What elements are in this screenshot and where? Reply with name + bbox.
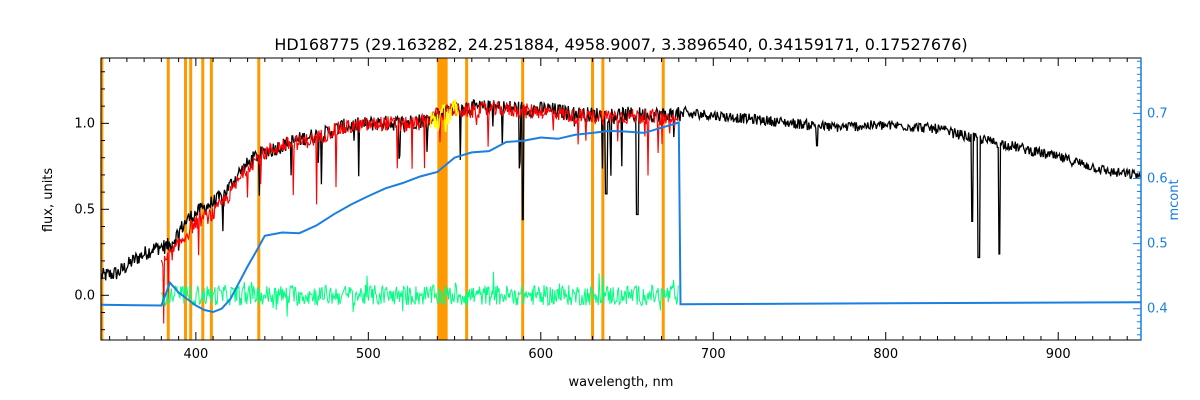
x-tick-label: 500 <box>356 347 381 362</box>
mcont-series <box>100 121 1142 314</box>
y2-axis: 0.4 0.5 0.6 0.7 <box>1133 60 1168 336</box>
y-axis-label: flux, units <box>41 168 56 233</box>
model-series <box>160 100 679 324</box>
y-tick-label: 0.0 <box>74 288 95 303</box>
x-tick-label: 600 <box>528 347 553 362</box>
y-tick-label: 0.5 <box>74 202 95 217</box>
x-tick-label: 900 <box>1046 347 1071 362</box>
masked-band <box>437 58 448 340</box>
residuals <box>160 271 679 317</box>
y2-axis-label: mcont <box>1167 179 1182 220</box>
model-spectrum <box>160 98 679 324</box>
observed-spectrum <box>100 98 1141 281</box>
y-axis: 0.0 0.5 1.0 <box>74 71 109 331</box>
highlight-series <box>429 98 459 133</box>
y2-tick-label: 0.6 <box>1147 171 1168 186</box>
y2-tick-label: 0.5 <box>1147 237 1168 252</box>
chart-title: HD168775 (29.163282, 24.251884, 4958.900… <box>274 35 967 54</box>
mcont-curve <box>100 121 1142 314</box>
residual-series <box>160 271 679 317</box>
x-tick-label: 400 <box>183 347 208 362</box>
x-axis-label: wavelength, nm <box>569 375 674 390</box>
x-axis: 400 500 600 700 800 900 <box>109 58 1128 362</box>
y2-tick-label: 0.7 <box>1147 106 1168 121</box>
x-tick-label: 800 <box>873 347 898 362</box>
y2-tick-label: 0.4 <box>1147 302 1168 317</box>
y-tick-label: 1.0 <box>74 116 95 131</box>
observed-series <box>100 98 1141 281</box>
x-tick-label: 700 <box>701 347 726 362</box>
